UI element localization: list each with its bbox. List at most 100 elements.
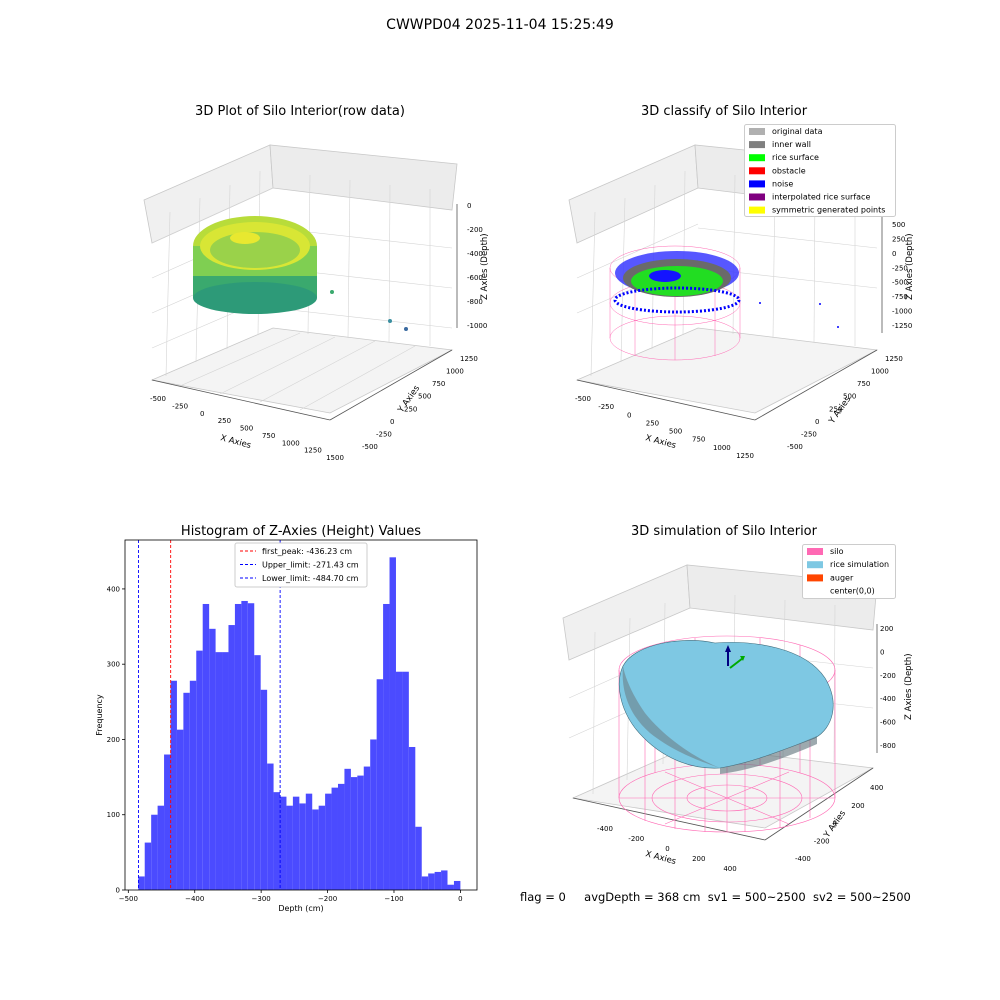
legend-label: auger [830, 573, 854, 582]
panel1-z-tick-label: -400 [467, 250, 483, 258]
legend-label: silo [830, 547, 844, 556]
legend-swatch [749, 193, 765, 201]
panel1-z-tick-label: -1000 [467, 322, 487, 330]
panel4-z-tick-label: -800 [880, 742, 896, 750]
panel2-xlabel: X Axies [644, 433, 677, 451]
panel4-y-tick-label: 400 [870, 784, 883, 792]
panel2-z-tick-label: 500 [892, 221, 905, 229]
hist-legend-label: Lower_limit: -484.70 cm [262, 574, 359, 583]
hist-bar [357, 775, 364, 890]
panel4-y-tick-label: 0 [833, 820, 837, 828]
hist-bar [344, 768, 351, 890]
panel2-y-tick-label: 1250 [885, 355, 903, 363]
hist-bar [325, 793, 332, 890]
panel4-y-ticks: -400 -200 0 200 400 [795, 784, 883, 863]
hist-bar [286, 805, 293, 890]
hist-bar [228, 625, 235, 890]
hist-bar [383, 603, 390, 890]
panel4-x-tick-label: -400 [597, 825, 613, 833]
hist-bar [280, 796, 287, 890]
hist-y-tick-label: 0 [116, 887, 120, 895]
panel1-x-ticks: -500 -250 0 250 500 750 1000 1250 1500 [150, 395, 344, 462]
hist-plot: −500 −400 −300 −200 −100 0 0 100 200 300 400 Dept… [95, 539, 478, 913]
hist-bar [267, 763, 274, 890]
panel2-z-ticks: 500 250 0 -250 -500 -750 -1000 -1250 [892, 221, 912, 330]
hist-bar [415, 826, 422, 890]
hist-bars [138, 557, 461, 890]
panel4-y-tick-label: -400 [795, 855, 811, 863]
panel2-y-tick-label: 250 [829, 405, 842, 413]
hist-bar [241, 600, 248, 890]
panel2-axis-lines [576, 198, 883, 421]
panel2-scatter [609, 245, 839, 361]
hist-bar [176, 729, 184, 890]
legend-swatch [749, 180, 765, 188]
hist-bar [254, 655, 261, 890]
hist-bar [421, 876, 429, 890]
panel2-z-tick-label: 0 [892, 250, 896, 258]
legend-label: noise [772, 179, 793, 188]
panel1-x-tick-label: 500 [240, 425, 253, 433]
panel1-x-tick-label: 250 [218, 417, 231, 425]
panel2-x-tick-label: 1000 [713, 444, 731, 452]
panel4-legend: silo rice simulation auger center(0,0) [802, 544, 896, 599]
hist-bar [312, 809, 319, 890]
hist-bar [273, 792, 281, 890]
hist-frame [124, 539, 478, 891]
sv1-text: sv1 = 500~2500 [707, 890, 806, 904]
legend-swatch [807, 561, 823, 569]
panel1-y-tick-label: 750 [432, 380, 445, 388]
hist-bar [395, 671, 403, 890]
panel2-z-tick-label: -250 [892, 264, 908, 272]
hist-legend: first_peak: -436.23 cm Upper_limit: -271.… [234, 542, 368, 588]
hist-bar [376, 679, 384, 890]
panel1-axes-box [143, 144, 458, 414]
panel2-x-tick-label: 750 [692, 436, 705, 444]
panel4-legend-items: silo rice simulation auger center(0,0) [807, 547, 889, 596]
legend-label: symmetric generated points [772, 206, 885, 215]
hist-bar [447, 884, 454, 890]
hist-bar [402, 671, 409, 890]
panel4-title: 3D simulation of Silo Interior [631, 524, 817, 539]
hist-lines [138, 540, 281, 890]
panel2-y-tick-label: 1000 [871, 368, 889, 376]
legend-label: interpolated rice surface [772, 193, 870, 202]
hist-bar [189, 680, 197, 890]
panel2-title: 3D classify of Silo Interior [640, 104, 808, 119]
hist-bar [183, 692, 190, 890]
panel2-x-tick-label: 1250 [736, 452, 754, 460]
hist-bar [234, 603, 242, 890]
panel2-z-tick-label: -1000 [892, 308, 912, 316]
hist-bar [170, 680, 177, 890]
hist-x-tick-label: −200 [318, 895, 337, 903]
panel1-x-tick-label: 1000 [282, 439, 300, 447]
panel4-plot: -400 -200 0 200 400 -400 -200 0 200 400 200 0 -200… [562, 564, 914, 873]
hist-bar [453, 880, 461, 890]
hist-bar [247, 603, 255, 890]
hist-bar [299, 803, 306, 890]
legend-label: inner wall [772, 140, 811, 149]
hist-y-ticks: 0 100 200 300 400 [107, 585, 125, 895]
hist-bar [408, 746, 416, 890]
hist-legend-items: first_peak: -436.23 cm Upper_limit: -271.… [240, 547, 359, 583]
panel4-x-tick-label: 200 [692, 855, 705, 863]
panel1-y-tick-label: -250 [376, 430, 392, 438]
panel4-axis-lines [572, 624, 878, 841]
panel4-x-tick-label: 0 [665, 845, 669, 853]
hist-bar [318, 805, 326, 890]
panel1-z-tick-label: 0 [467, 202, 471, 210]
panel4-rice-surface [618, 640, 834, 774]
panel2-x-tick-label: 0 [627, 411, 631, 419]
panel2-x-tick-label: 500 [669, 428, 682, 436]
hist-y-tick-label: 400 [107, 585, 120, 593]
hist-bar [292, 796, 300, 890]
legend-label: obstacle [772, 166, 806, 175]
hist-bar [331, 787, 338, 890]
panel1-x-tick-label: 1250 [304, 447, 322, 455]
hist-x-tick-label: 0 [458, 895, 462, 903]
panel1-y-tick-label: 1000 [446, 368, 464, 376]
panel2-z-tick-label: -750 [892, 293, 908, 301]
panel2-zlabel: Z Axies (Depth) [905, 233, 915, 300]
hist-y-tick-label: 300 [107, 661, 120, 669]
